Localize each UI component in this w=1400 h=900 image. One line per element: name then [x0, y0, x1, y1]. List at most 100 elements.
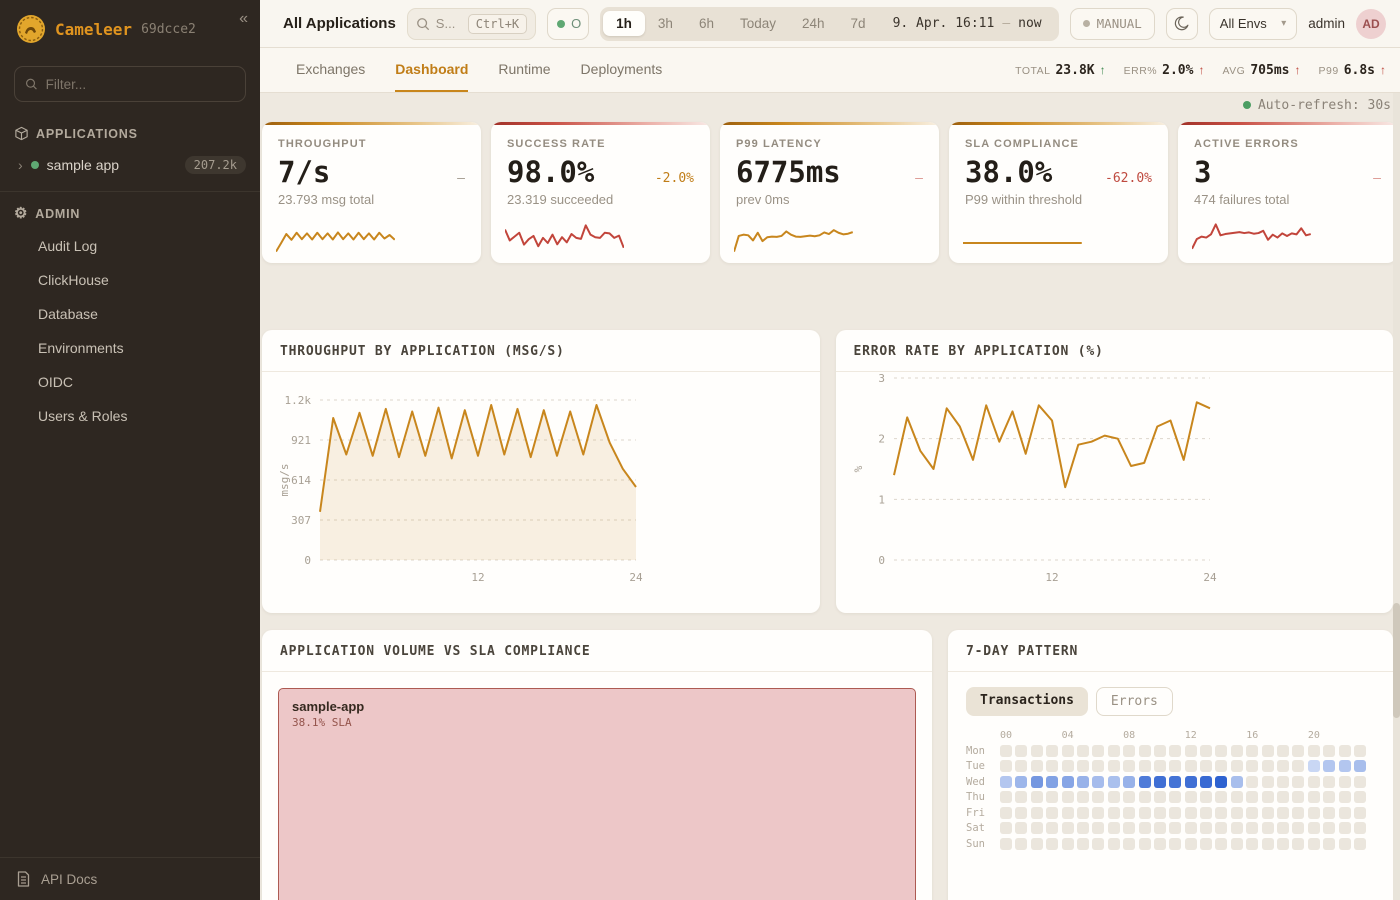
- heatmap-cell[interactable]: [1138, 744, 1151, 757]
- heatmap-cell[interactable]: [1123, 760, 1136, 772]
- heatmap-cell[interactable]: [1261, 760, 1274, 772]
- heatmap-cell[interactable]: [1261, 744, 1274, 757]
- heatmap-cell[interactable]: [1246, 822, 1259, 834]
- heatmap-cell[interactable]: [1169, 760, 1182, 772]
- heatmap-cell[interactable]: [1200, 760, 1213, 772]
- heatmap-cell[interactable]: [1000, 837, 1012, 850]
- scrollbar-track[interactable]: [1393, 93, 1400, 900]
- heatmap-cell[interactable]: [1323, 760, 1336, 772]
- heatmap-cell[interactable]: [1015, 791, 1028, 803]
- heatmap-cell[interactable]: [1353, 837, 1366, 850]
- heatmap-cell[interactable]: [1323, 822, 1336, 834]
- tab-exchanges[interactable]: Exchanges: [296, 61, 366, 77]
- heatmap-cell[interactable]: [1292, 775, 1305, 788]
- heatmap-cell[interactable]: [1138, 760, 1151, 772]
- heatmap-cell[interactable]: [1230, 806, 1243, 819]
- heatmap-cell[interactable]: [1046, 822, 1059, 834]
- heatmap-cell[interactable]: [1353, 775, 1366, 788]
- heatmap-cell[interactable]: [1046, 791, 1059, 803]
- heatmap-cell[interactable]: [1076, 822, 1089, 834]
- heatmap-cell[interactable]: [1138, 775, 1151, 788]
- heatmap-cell[interactable]: [1061, 775, 1074, 788]
- heatmap-cell[interactable]: [1000, 791, 1012, 803]
- heatmap-cell[interactable]: [1292, 822, 1305, 834]
- heatmap-cell[interactable]: [1323, 837, 1336, 850]
- heatmap-cell[interactable]: [1307, 775, 1320, 788]
- range-button-1h[interactable]: 1h: [603, 11, 645, 36]
- heatmap-cell[interactable]: [1323, 791, 1336, 803]
- heatmap-cell[interactable]: [1092, 806, 1105, 819]
- sidebar-item-database[interactable]: Database: [38, 306, 98, 322]
- heatmap-cell[interactable]: [1169, 791, 1182, 803]
- heatmap-cell[interactable]: [1261, 837, 1274, 850]
- heatmap-cell[interactable]: [1000, 760, 1012, 772]
- sidebar-item-sample-app[interactable]: › sample app 207.2k: [0, 149, 260, 181]
- heatmap-cell[interactable]: [1184, 837, 1197, 850]
- heatmap-cell[interactable]: [1307, 837, 1320, 850]
- heatmap-cell[interactable]: [1015, 822, 1028, 834]
- range-button-6h[interactable]: 6h: [686, 11, 727, 36]
- heatmap-cell[interactable]: [1277, 822, 1290, 834]
- heatmap-cell[interactable]: [1292, 806, 1305, 819]
- heatmap-cell[interactable]: [1153, 791, 1166, 803]
- heatmap-cell[interactable]: [1292, 744, 1305, 757]
- heatmap-cell[interactable]: [1169, 837, 1182, 850]
- tab-runtime[interactable]: Runtime: [498, 61, 551, 77]
- heatmap-cell[interactable]: [1353, 822, 1366, 834]
- sidebar-item-oidc[interactable]: OIDC: [38, 374, 73, 390]
- sidebar-item-users-roles[interactable]: Users & Roles: [38, 408, 128, 424]
- heatmap-cell[interactable]: [1353, 744, 1366, 757]
- heatmap-cell[interactable]: [1292, 760, 1305, 772]
- heatmap-cell[interactable]: [1261, 791, 1274, 803]
- heatmap-cell[interactable]: [1184, 806, 1197, 819]
- status-button[interactable]: O: [547, 7, 590, 40]
- heatmap-cell[interactable]: [1307, 791, 1320, 803]
- heatmap-cell[interactable]: [1184, 775, 1197, 788]
- heatmap-cell[interactable]: [1338, 775, 1351, 788]
- heatmap-cell[interactable]: [1138, 791, 1151, 803]
- heatmap-cell[interactable]: [1030, 837, 1043, 850]
- heatmap-cell[interactable]: [1261, 822, 1274, 834]
- heatmap-cell[interactable]: [1046, 744, 1059, 757]
- heatmap-cell[interactable]: [1338, 822, 1351, 834]
- range-button-3h[interactable]: 3h: [645, 11, 686, 36]
- heatmap-cell[interactable]: [1246, 775, 1259, 788]
- heatmap-cell[interactable]: [1107, 791, 1120, 803]
- heatmap-cell[interactable]: [1061, 744, 1074, 757]
- filter-input[interactable]: [45, 76, 235, 92]
- heatmap-cell[interactable]: [1215, 775, 1228, 788]
- heatmap-cell[interactable]: [1015, 775, 1028, 788]
- heatmap-cell[interactable]: [1076, 760, 1089, 772]
- heatmap-cell[interactable]: [1353, 791, 1366, 803]
- heatmap-cell[interactable]: [1076, 744, 1089, 757]
- scrollbar-thumb[interactable]: [1393, 603, 1400, 718]
- tab-deployments[interactable]: Deployments: [580, 61, 663, 77]
- heatmap-cell[interactable]: [1353, 760, 1366, 772]
- sidebar-item-audit-log[interactable]: Audit Log: [38, 238, 98, 254]
- heatmap-cell[interactable]: [1030, 744, 1043, 757]
- heatmap-cell[interactable]: [1277, 791, 1290, 803]
- heatmap-cell[interactable]: [1123, 791, 1136, 803]
- heatmap-cell[interactable]: [1030, 760, 1043, 772]
- heatmap-cell[interactable]: [1030, 822, 1043, 834]
- heatmap-cell[interactable]: [1030, 775, 1043, 788]
- heatmap-cell[interactable]: [1277, 744, 1290, 757]
- heatmap-cell[interactable]: [1153, 806, 1166, 819]
- heatmap-cell[interactable]: [1230, 744, 1243, 757]
- heatmap-cell[interactable]: [1076, 775, 1089, 788]
- range-button-24h[interactable]: 24h: [789, 11, 838, 36]
- heatmap-cell[interactable]: [1092, 837, 1105, 850]
- heatmap-cell[interactable]: [1000, 775, 1012, 788]
- global-search[interactable]: Ctrl+K: [406, 7, 537, 40]
- heatmap-cell[interactable]: [1200, 837, 1213, 850]
- heatmap-cell[interactable]: [1323, 806, 1336, 819]
- heatmap-cell[interactable]: [1246, 744, 1259, 757]
- heatmap-cell[interactable]: [1123, 806, 1136, 819]
- heatmap-cell[interactable]: [1215, 837, 1228, 850]
- treemap-node-sample-app[interactable]: sample-app 38.1% SLA: [278, 688, 916, 900]
- heatmap-cell[interactable]: [1000, 744, 1012, 757]
- heatmap-cell[interactable]: [1215, 791, 1228, 803]
- heatmap-cell[interactable]: [1215, 744, 1228, 757]
- heatmap-cell[interactable]: [1169, 822, 1182, 834]
- heatmap-cell[interactable]: [1153, 837, 1166, 850]
